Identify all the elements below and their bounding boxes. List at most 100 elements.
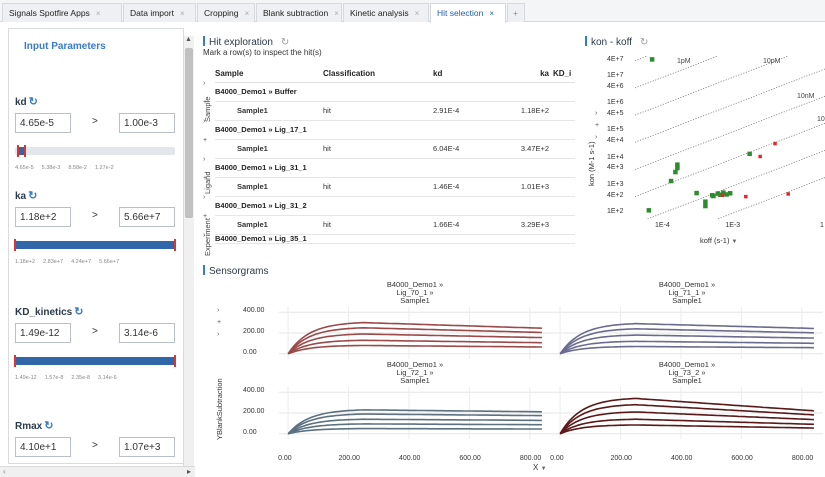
sensorgram-curve[interactable]: [559, 334, 814, 355]
expand-icon[interactable]: ›: [203, 232, 206, 239]
expand-icon[interactable]: +: [595, 122, 600, 129]
close-icon[interactable]: ×: [414, 9, 420, 18]
sensorgram-plot[interactable]: [279, 387, 551, 439]
refresh-icon[interactable]: ↻: [639, 37, 649, 48]
sensorgram-facet[interactable]: B4000_Demo1 » Lig_72_1 » Sample1: [279, 359, 551, 441]
table-group-row[interactable]: B4000_Demo1 » Lig_35_1: [215, 234, 575, 244]
close-icon[interactable]: ×: [244, 9, 250, 18]
ka-max-input[interactable]: 5.66e+7: [119, 207, 175, 227]
refresh-icon[interactable]: ↻: [28, 96, 38, 108]
expand-icon[interactable]: +: [203, 213, 208, 220]
hit-point[interactable]: [694, 190, 699, 196]
x-axis-selector[interactable]: X ▼: [533, 463, 547, 472]
hit-point[interactable]: [711, 193, 716, 199]
expand-icon[interactable]: ›: [595, 110, 598, 117]
sensorgram-curve[interactable]: [287, 333, 542, 355]
expand-icon[interactable]: ›: [203, 156, 206, 163]
vertical-scrollbar[interactable]: ▲ ▼: [183, 36, 194, 474]
column-header[interactable]: Classification: [323, 66, 433, 83]
slider-handle-min[interactable]: [14, 239, 16, 251]
expand-icon[interactable]: ›: [217, 331, 220, 338]
kd-kinetics-slider[interactable]: [14, 355, 176, 367]
sensorgram-curve[interactable]: [559, 345, 814, 355]
hit-point[interactable]: [649, 57, 655, 62]
hit-point[interactable]: [673, 169, 678, 175]
sensorgram-curve[interactable]: [287, 339, 542, 355]
column-header[interactable]: kd: [433, 66, 493, 83]
hit-point[interactable]: [668, 178, 674, 184]
scroll-up-icon[interactable]: ▲: [185, 36, 192, 43]
expand-icon[interactable]: ›: [595, 134, 598, 141]
kon-koff-scatter[interactable]: [635, 56, 825, 219]
rmax-max-input[interactable]: 1.07e+3: [119, 437, 175, 457]
refresh-icon[interactable]: ↻: [74, 306, 84, 318]
hit-point[interactable]: [675, 165, 680, 171]
hit-point[interactable]: [703, 199, 708, 204]
expand-icon[interactable]: +: [203, 175, 208, 182]
scroll-right-icon[interactable]: ▸: [186, 467, 191, 476]
column-header[interactable]: Sample: [215, 66, 323, 83]
sensorgram-curve[interactable]: [559, 327, 814, 355]
column-header[interactable]: KD_i: [553, 66, 575, 83]
sensorgram-plot[interactable]: [551, 307, 823, 359]
table-group-row[interactable]: B4000_Demo1 » Lig_31_1: [215, 158, 575, 178]
kd-slider[interactable]: [15, 145, 175, 157]
expand-icon[interactable]: ›: [203, 80, 206, 87]
hit-point[interactable]: [727, 191, 733, 196]
tab-blank-subtraction[interactable]: Blank subtraction ×: [256, 3, 342, 22]
horizontal-scrollbar[interactable]: ‹ ▸: [0, 466, 195, 477]
table-row[interactable]: Sample1 hit 2.91E-4 1.18E+2: [215, 101, 575, 121]
slider-handle-max[interactable]: [174, 239, 176, 251]
table-group-row[interactable]: B4000_Demo1 » Lig_31_2: [215, 196, 575, 216]
hit-point[interactable]: [724, 192, 729, 197]
ka-min-input[interactable]: 1.18e+2: [15, 207, 71, 227]
sensorgram-facet[interactable]: B4000_Demo1 » Lig_73_2 » Sample1: [551, 359, 823, 441]
table-row[interactable]: Sample1 hit 1.46E-4 1.01E+3: [215, 177, 575, 197]
hit-point[interactable]: [675, 162, 680, 167]
sensorgram-plot[interactable]: [551, 387, 823, 439]
slider-handle-max[interactable]: [174, 355, 176, 367]
slider-handle-max[interactable]: [23, 145, 26, 157]
x-axis-selector[interactable]: koff (s-1) ▼: [700, 236, 738, 245]
close-icon[interactable]: ×: [95, 9, 101, 18]
expand-icon[interactable]: +: [203, 137, 208, 144]
add-tab-button[interactable]: +: [507, 3, 525, 22]
nonhit-point[interactable]: [744, 194, 748, 199]
expand-icon[interactable]: ›: [203, 194, 206, 201]
table-row[interactable]: Sample1 hit 1.66E-4 3.29E+3: [215, 215, 575, 235]
tab-signals-spotfire-apps[interactable]: Signals Spotfire Apps ×: [2, 3, 122, 22]
nonhit-point[interactable]: [773, 141, 777, 146]
sensorgram-curve[interactable]: [287, 321, 542, 355]
sensorgram-plot[interactable]: [279, 307, 551, 359]
tab-data-import[interactable]: Data import ×: [123, 3, 196, 22]
expand-icon[interactable]: +: [217, 319, 222, 326]
sensorgram-facet[interactable]: B4000_Demo1 » Lig_70_1 » Sample1: [279, 279, 551, 361]
ka-slider[interactable]: [14, 239, 176, 251]
table-group-row[interactable]: B4000_Demo1 » Buffer: [215, 82, 575, 102]
nonhit-point[interactable]: [786, 192, 790, 196]
sensorgram-curve[interactable]: [559, 403, 814, 435]
sensorgram-curve[interactable]: [559, 322, 814, 355]
kd-kinetics-min-input[interactable]: 1.49e-12: [15, 323, 71, 343]
sensorgram-curve[interactable]: [287, 344, 542, 355]
slider-handle-min[interactable]: [14, 355, 16, 367]
hit-point[interactable]: [747, 151, 752, 157]
refresh-icon[interactable]: ↻: [280, 37, 290, 48]
sensorgram-curve[interactable]: [287, 413, 542, 435]
rmax-min-input[interactable]: 4.10e+1: [15, 437, 71, 457]
sensorgram-curve[interactable]: [287, 326, 542, 355]
expand-icon[interactable]: +: [203, 99, 208, 106]
slider-handle-min[interactable]: [17, 145, 20, 157]
scrollbar-thumb[interactable]: [185, 48, 193, 218]
refresh-icon[interactable]: ↻: [44, 420, 54, 432]
column-header[interactable]: ka: [493, 66, 553, 83]
table-group-row[interactable]: B4000_Demo1 » Lig_17_1: [215, 120, 575, 140]
kd-kinetics-max-input[interactable]: 3.14e-6: [119, 323, 175, 343]
close-icon[interactable]: ×: [179, 9, 185, 18]
tab-kinetic-analysis[interactable]: Kinetic analysis ×: [343, 3, 429, 22]
nonhit-point[interactable]: [720, 193, 725, 197]
hit-point[interactable]: [703, 203, 708, 209]
hit-point[interactable]: [715, 191, 721, 196]
table-row[interactable]: Sample1 hit 6.04E-4 3.47E+2: [215, 139, 575, 159]
close-icon[interactable]: ×: [334, 9, 339, 18]
